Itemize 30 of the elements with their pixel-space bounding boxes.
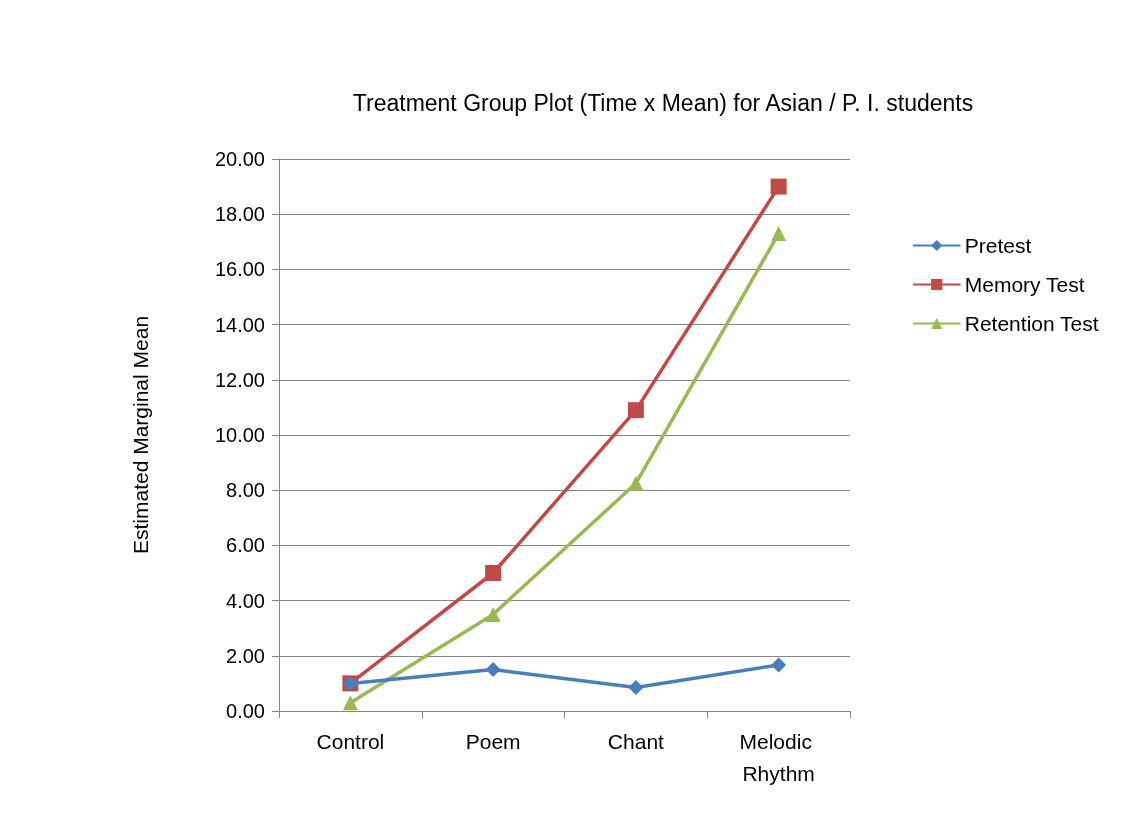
point <box>628 680 644 696</box>
point <box>485 662 501 678</box>
y-tick-label: 10.00 <box>214 424 265 446</box>
legend-label: Retention Test <box>964 312 1099 335</box>
point <box>771 657 787 673</box>
x-tick-label: Melodic Rhythm <box>739 729 818 785</box>
y-tick-label: 20.00 <box>214 148 265 170</box>
point <box>627 402 644 419</box>
y-tick-label: 4.00 <box>226 589 265 612</box>
y-tick-label: 18.00 <box>214 203 265 226</box>
y-tick-label: 8.00 <box>226 479 265 502</box>
y-tick-label: 12.00 <box>214 368 265 391</box>
y-tick-label: 14.00 <box>214 313 265 336</box>
point <box>771 226 787 242</box>
legend-label: Memory Test <box>964 273 1085 296</box>
y-axis-title: Estimated Marginal Mean <box>129 315 152 555</box>
point <box>485 606 501 622</box>
point <box>342 695 358 711</box>
chart-title: Treatment Group Plot (Time x Mean) for Asian / P. I. students <box>352 89 974 116</box>
y-tick-label: 16.00 <box>214 258 265 281</box>
legend-label: Pretest <box>964 234 1032 257</box>
point <box>485 565 502 581</box>
y-tick-label: 0.00 <box>226 700 265 722</box>
point <box>628 475 644 491</box>
point <box>770 178 787 195</box>
x-tick-label: Chant <box>607 729 665 753</box>
x-tick-label: Control <box>316 729 385 753</box>
y-tick-label: 2.00 <box>226 644 265 667</box>
y-tick-label: 6.00 <box>226 534 265 557</box>
x-tick-label: Poem <box>465 729 521 753</box>
